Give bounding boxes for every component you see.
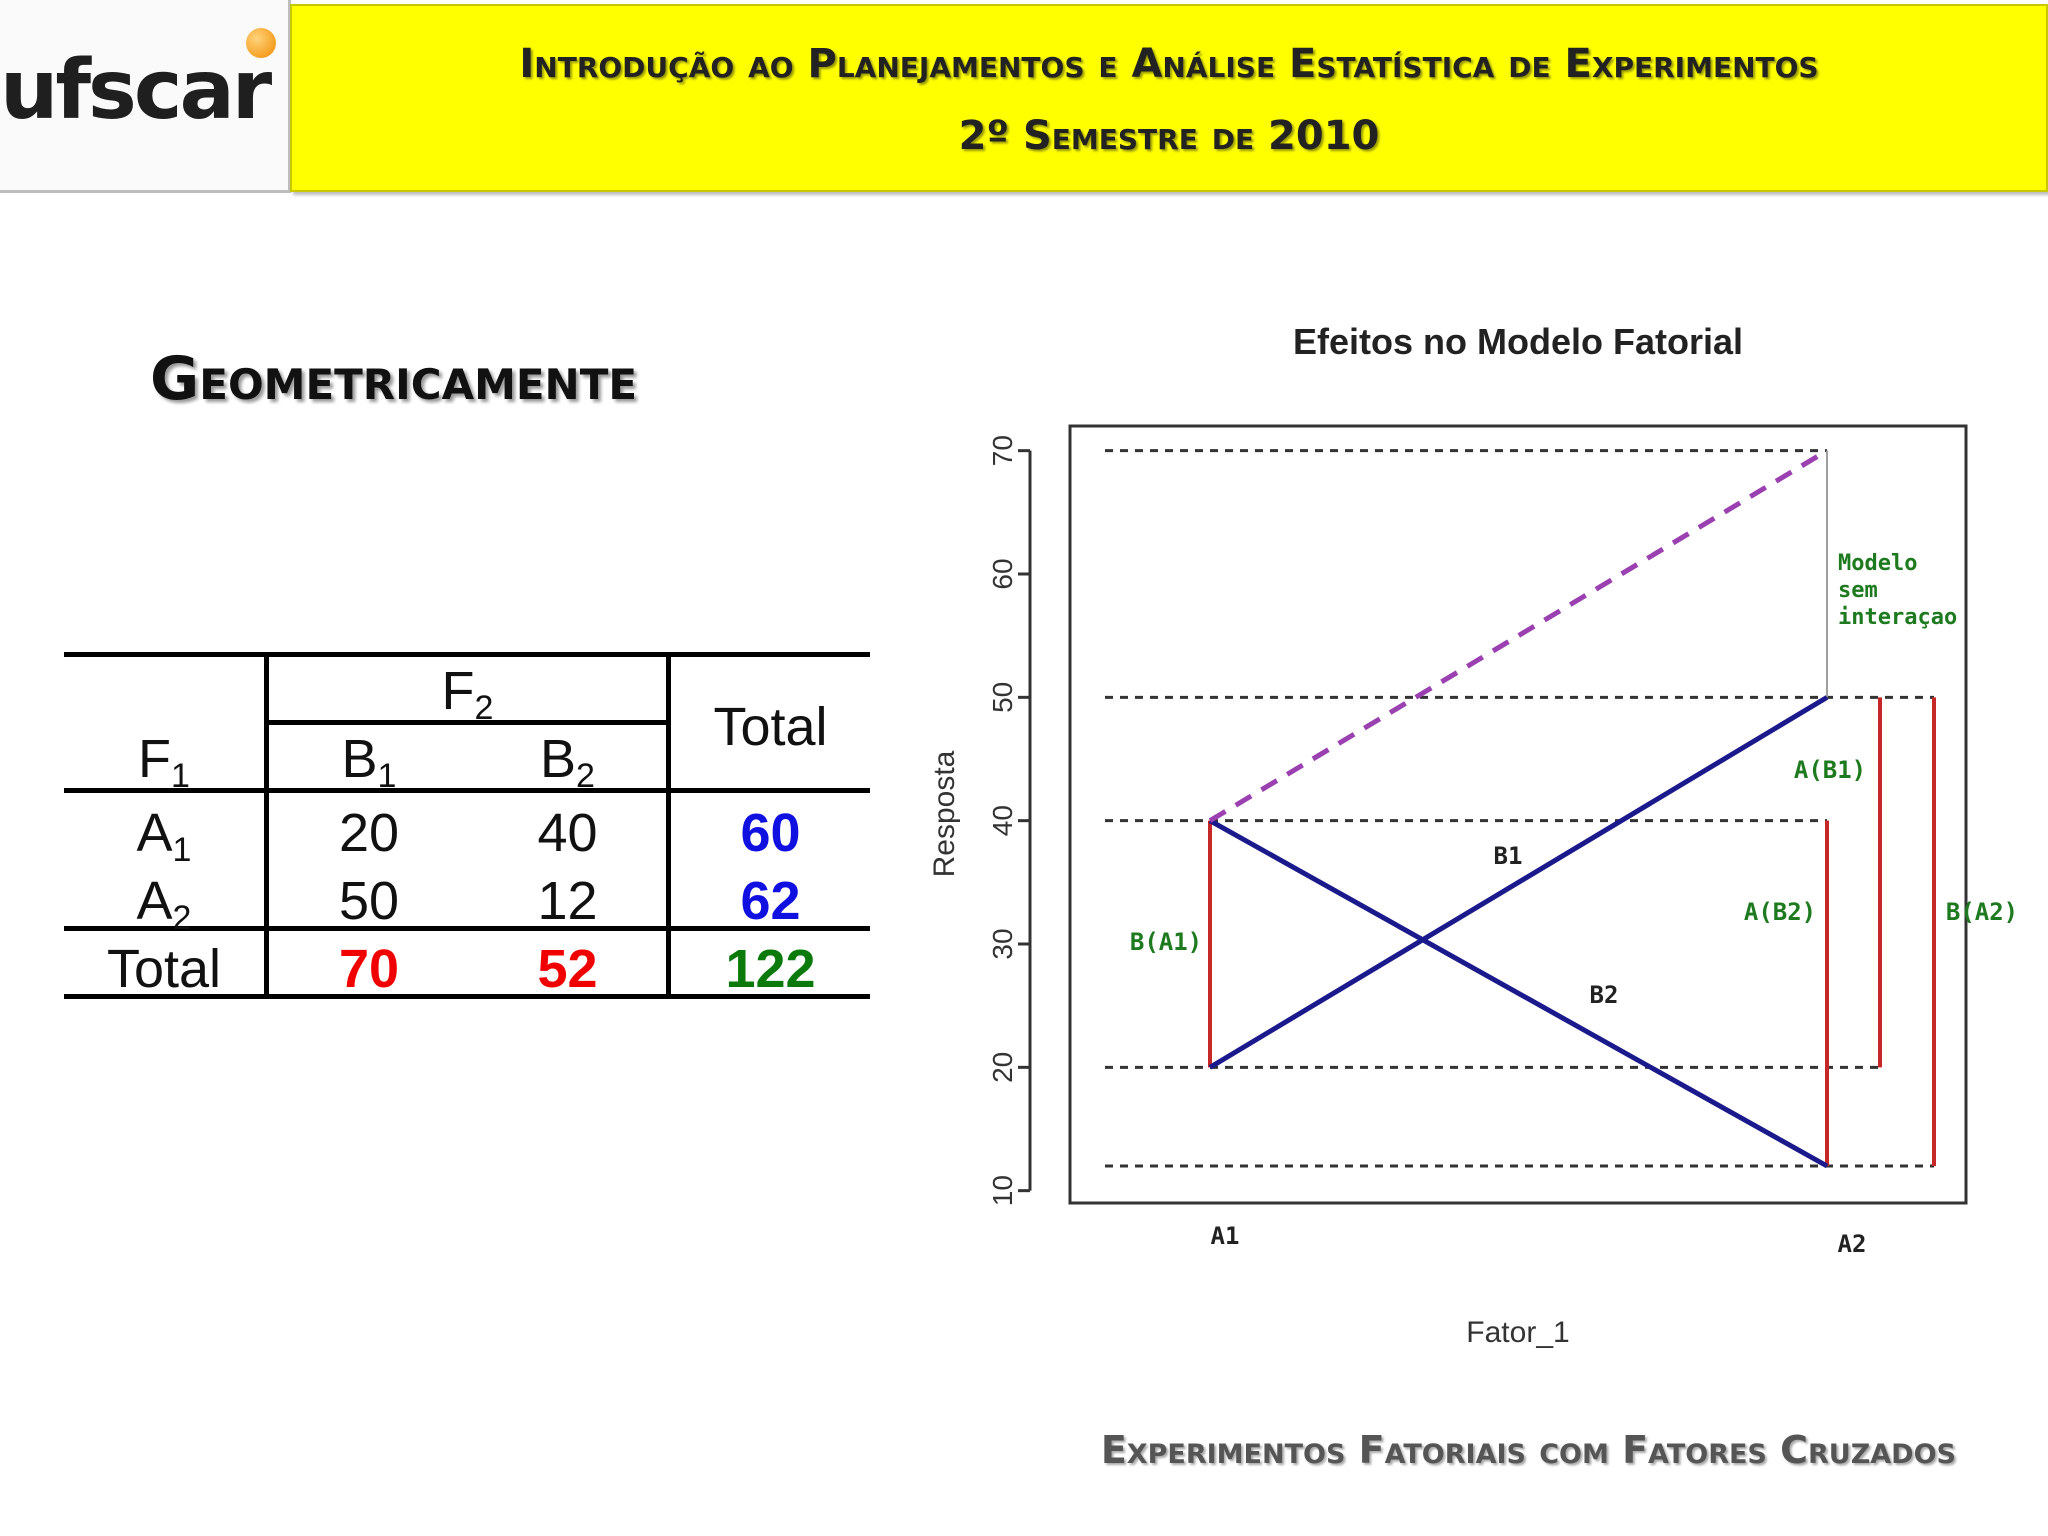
logo-text: ufscar <box>0 43 272 138</box>
cell-a2-b1: 50 <box>338 871 400 931</box>
y-tick-label-30: 30 <box>987 928 1018 959</box>
series-line-no-interaction <box>1208 448 1829 823</box>
effect-label-ab2: A(B2) <box>1744 898 1816 926</box>
table-rule-top <box>64 652 870 657</box>
y-tick-label-20: 20 <box>987 1052 1018 1083</box>
total-header: Total <box>713 697 828 757</box>
y-tick-label-10: 10 <box>987 1175 1018 1206</box>
ufscar-logo: ufscar <box>0 0 291 193</box>
effect-label-ab1: A(B1) <box>1794 756 1866 784</box>
x-axis-label: Fator_1 <box>1466 1316 1569 1349</box>
course-title: Introdução ao Planejamentos e Análise Es… <box>519 41 1819 87</box>
series-label-b2: B2 <box>1590 981 1619 1009</box>
y-tick-label-40: 40 <box>987 805 1018 836</box>
x-tick-label-a1: A1 <box>1211 1222 1240 1250</box>
footer-title: Experimentos Fatoriais com Fatores Cruza… <box>1100 1428 1956 1472</box>
title-banner: Introdução ao Planejamentos e Análise Es… <box>290 4 2048 192</box>
col-header-b2: B2 <box>540 729 595 795</box>
y-tick-label-50: 50 <box>987 682 1018 713</box>
row-total-a1: 60 <box>740 803 801 863</box>
y-tick-label-70: 70 <box>987 435 1018 466</box>
row-label-a2: A2 <box>136 871 192 937</box>
table-rule-header <box>64 788 870 793</box>
effect-label-ba1: B(A1) <box>1130 928 1202 956</box>
f1-header: F1 <box>138 729 190 795</box>
table-vrule-1 <box>264 652 269 999</box>
semester-title: 2º Semestre de 2010 <box>958 113 1380 159</box>
grand-total: 122 <box>725 939 816 999</box>
cell-a1-b2: 40 <box>537 803 598 863</box>
series-line-b2 <box>1208 818 1829 1169</box>
y-axis-label: Resposta <box>928 750 961 877</box>
col-total-b1: 70 <box>338 939 400 999</box>
annotation-line-2: sem <box>1838 578 1878 603</box>
section-title: Geometricamente <box>150 344 638 414</box>
x-tick-label-a2: A2 <box>1838 1230 1867 1258</box>
col-header-b1: B1 <box>341 729 397 795</box>
plot-frame <box>1068 424 1968 1205</box>
series-line-b1 <box>1208 695 1829 1070</box>
chart-title: Efeitos no Modelo Fatorial <box>1293 321 1743 362</box>
cell-a1-b1: 20 <box>338 803 400 863</box>
table-rule-total <box>64 926 870 931</box>
contingency-table: F2 Total F1 B1 B2 A1 20 40 60 A2 50 12 6… <box>64 652 870 1000</box>
annotation-line-1: Modelo <box>1838 551 1917 576</box>
annotation-line-3: interaçao <box>1838 605 1957 630</box>
table-rule-bottom <box>64 994 870 999</box>
row-label-a1: A1 <box>136 803 192 869</box>
cell-a2-b2: 12 <box>537 871 598 931</box>
factorial-effects-chart: Efeitos no Modelo Fatorial 10 20 30 40 50 60 7… <box>928 321 2018 1349</box>
logo-dot-icon <box>246 28 276 58</box>
table-rule-f2 <box>264 720 668 725</box>
table-vrule-2 <box>666 652 671 999</box>
total-row-label: Total <box>106 939 222 999</box>
col-total-b2: 52 <box>537 939 598 999</box>
y-tick-label-60: 60 <box>987 558 1018 589</box>
effect-label-ba2: B(A2) <box>1946 898 2018 926</box>
row-total-a2: 62 <box>740 871 801 931</box>
series-label-b1: B1 <box>1494 842 1523 870</box>
f2-header: F2 <box>441 661 494 727</box>
